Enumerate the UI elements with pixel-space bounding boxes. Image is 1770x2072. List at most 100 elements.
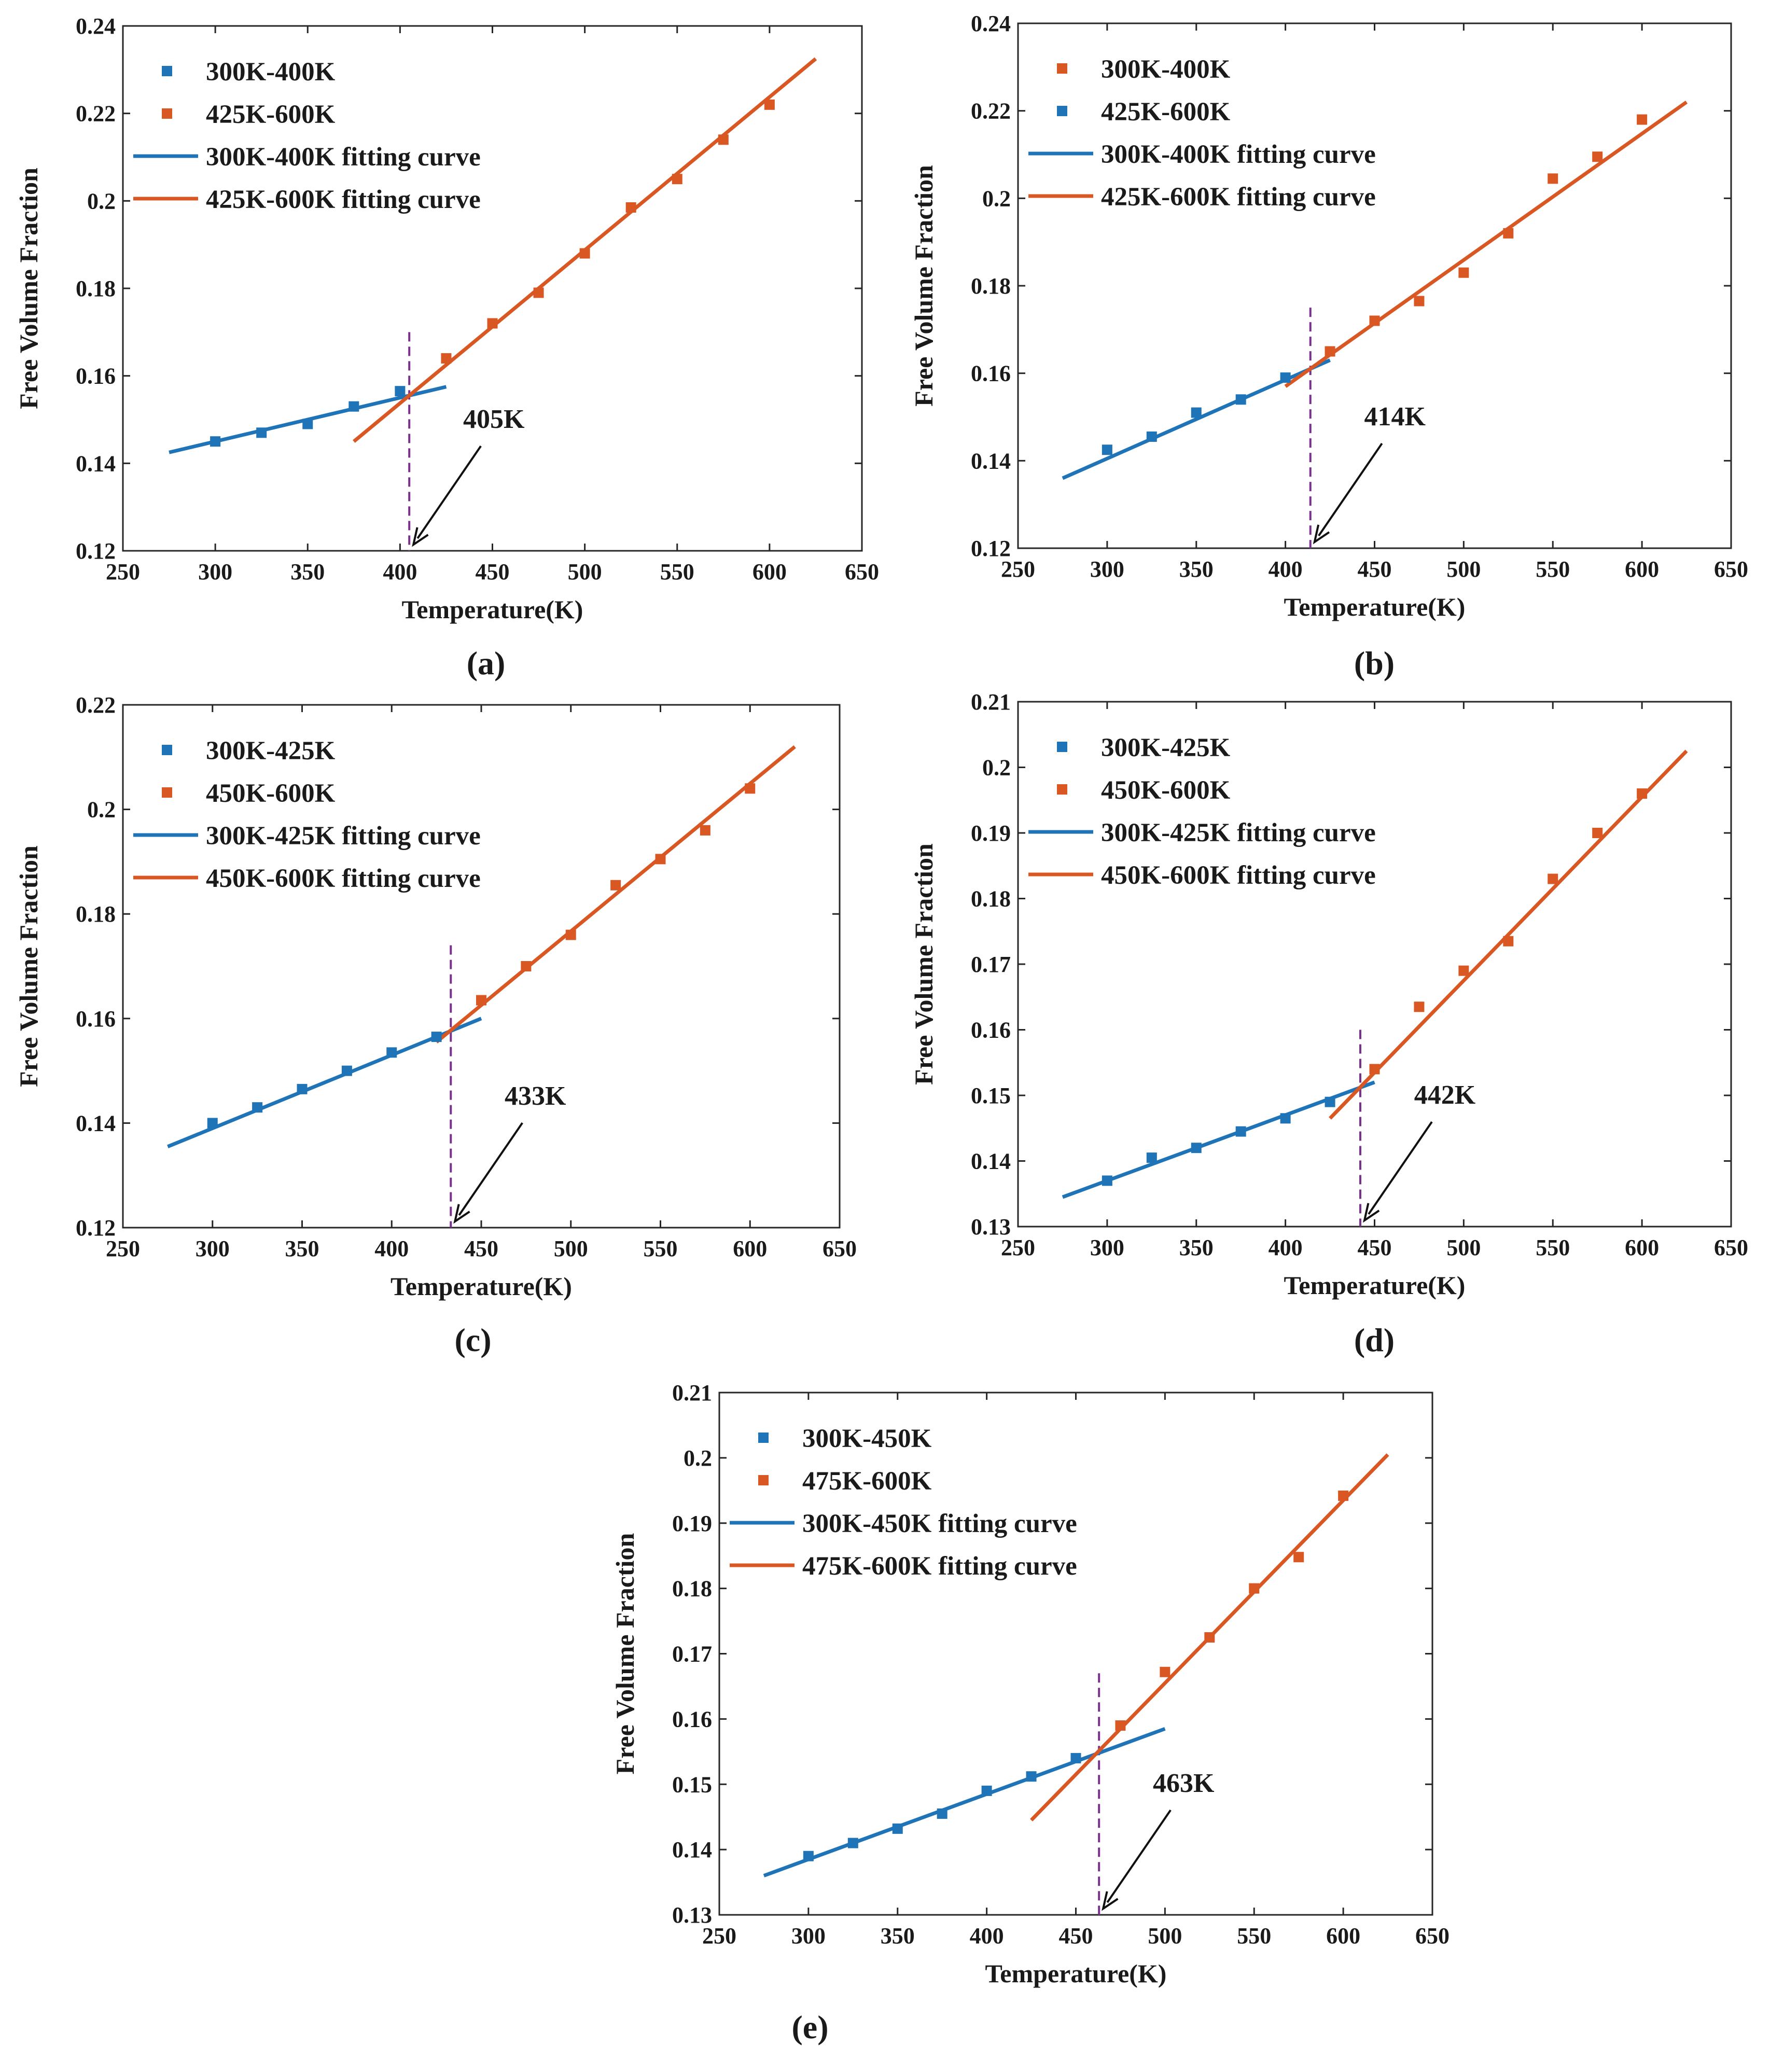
data-point-series2 (625, 202, 636, 213)
x-tick-label: 500 (1446, 557, 1481, 582)
data-point-series2 (487, 318, 498, 329)
legend-label: 450K-600K (206, 779, 336, 808)
data-point-series2 (610, 880, 621, 891)
x-tick-label: 550 (1536, 1235, 1570, 1260)
y-tick-label: 0.18 (76, 276, 116, 301)
x-tick-label: 400 (374, 1236, 409, 1261)
x-tick-label: 400 (383, 559, 417, 585)
x-tick-label: 550 (1237, 1923, 1271, 1949)
transition-label: 405K (463, 405, 525, 434)
y-tick-label: 0.2 (684, 1445, 712, 1471)
y-tick-label: 0.16 (971, 361, 1011, 386)
x-tick-label: 250 (106, 559, 140, 585)
transition-label: 433K (505, 1081, 566, 1111)
data-point-series1 (1280, 372, 1291, 383)
legend-label: 300K-450K (802, 1424, 932, 1453)
chart-panel-e: 250 300 350 400 450 500 550 600 650 0.13 0.14 0.15 0… (610, 1380, 1450, 2046)
y-tick-label: 0.18 (76, 901, 116, 927)
data-point-series1 (937, 1808, 947, 1819)
x-tick-label: 550 (1536, 557, 1570, 582)
x-tick-label: 300 (791, 1923, 826, 1949)
data-point-series2 (1160, 1666, 1170, 1677)
y-axis-label: Free Volume Fraction (909, 843, 938, 1085)
y-axis-label: Free Volume Fraction (14, 168, 43, 409)
data-point-series2 (1369, 315, 1380, 326)
data-point-series2 (655, 854, 666, 865)
legend-marker (758, 1475, 769, 1485)
transition-label: 442K (1414, 1080, 1476, 1110)
data-point-series2 (1338, 1490, 1349, 1501)
y-axis-label: Free Volume Fraction (909, 165, 938, 407)
fit-line-2 (435, 745, 796, 1044)
y-tick-label: 0.2 (982, 186, 1011, 211)
x-tick-label: 600 (1625, 1235, 1659, 1260)
fit-line-2 (1329, 749, 1688, 1120)
data-point-series1 (1191, 1143, 1202, 1153)
panel-caption: (e) (791, 2009, 828, 2046)
arrow-head (1362, 1203, 1380, 1223)
legend-marker (162, 66, 172, 76)
y-tick-label: 0.22 (76, 101, 116, 127)
y-tick-label: 0.19 (971, 821, 1011, 846)
x-tick-label: 300 (196, 1236, 230, 1261)
y-tick-label: 0.17 (672, 1642, 712, 1667)
y-tick-label: 0.16 (76, 364, 116, 389)
data-point-series1 (341, 1065, 352, 1076)
x-axis-label: Temperature(K) (985, 1959, 1167, 1988)
data-point-series1 (207, 1118, 218, 1129)
panel-caption: (d) (1354, 1322, 1395, 1358)
panel-caption: (b) (1354, 645, 1395, 682)
legend-label: 450K-600K (1101, 776, 1231, 805)
y-tick-label: 0.2 (982, 755, 1011, 781)
x-axis-label: Temperature(K) (402, 595, 583, 624)
panel-caption: (a) (467, 645, 506, 682)
data-point-series2 (1637, 788, 1648, 799)
data-point-series2 (672, 174, 682, 185)
arrow-shaft (1368, 1121, 1433, 1215)
legend-label: 425K-600K (206, 100, 336, 129)
x-tick-label: 450 (1358, 1235, 1392, 1260)
y-tick-label: 0.19 (672, 1511, 712, 1536)
data-point-series2 (1548, 873, 1558, 884)
legend-label: 300K-425K (1101, 733, 1231, 762)
x-axis-label: Temperature(K) (1284, 1271, 1466, 1300)
data-point-series1 (892, 1823, 903, 1834)
y-tick-label: 0.14 (76, 1110, 116, 1136)
legend-marker (162, 108, 172, 119)
legend-label: 300K-425K fitting curve (1101, 818, 1376, 847)
data-point-series2 (533, 287, 544, 298)
data-point-series1 (1146, 1152, 1157, 1163)
data-point-series1 (1235, 394, 1246, 405)
y-tick-label: 0.14 (971, 1149, 1011, 1174)
x-tick-label: 300 (198, 559, 232, 585)
data-point-series2 (476, 995, 486, 1006)
x-tick-label: 500 (1148, 1923, 1182, 1949)
data-point-series2 (1458, 965, 1469, 976)
x-tick-label: 350 (1179, 557, 1214, 582)
legend-label: 300K-450K fitting curve (802, 1509, 1077, 1538)
x-tick-label: 650 (1714, 1235, 1748, 1260)
y-tick-label: 0.14 (672, 1837, 712, 1862)
data-point-series2 (718, 134, 729, 145)
legend-marker (1057, 742, 1067, 752)
y-tick-label: 0.18 (971, 273, 1011, 299)
data-point-series1 (386, 1047, 397, 1058)
data-point-series1 (1325, 1096, 1335, 1107)
y-tick-label: 0.16 (76, 1006, 116, 1032)
data-point-series1 (1235, 1126, 1246, 1137)
y-tick-label: 0.13 (971, 1214, 1011, 1240)
y-tick-label: 0.21 (971, 689, 1011, 715)
data-point-series2 (1249, 1583, 1260, 1594)
data-point-series2 (1369, 1064, 1380, 1075)
data-point-series1 (431, 1032, 442, 1042)
data-point-series1 (1280, 1113, 1291, 1124)
legend-label: 475K-600K (802, 1467, 932, 1496)
data-point-series1 (1070, 1753, 1081, 1763)
data-point-series1 (395, 386, 406, 397)
data-point-series2 (1592, 828, 1603, 838)
legend-marker (758, 1433, 769, 1443)
legend-marker (1057, 63, 1067, 74)
data-point-series2 (1503, 228, 1514, 239)
y-tick-label: 0.16 (672, 1706, 712, 1732)
